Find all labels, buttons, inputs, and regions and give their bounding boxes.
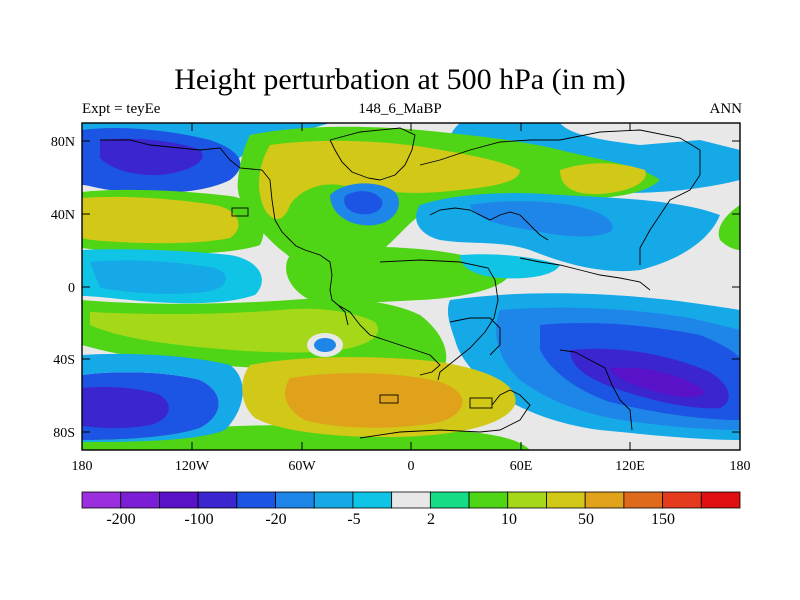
coast-north-america: [100, 139, 349, 326]
lon-tick-label: 120W: [175, 459, 210, 474]
coast-africa: [379, 259, 499, 381]
colorbar-swatch: [468, 491, 509, 509]
coastlines: [100, 127, 701, 439]
coast-antarctica: [359, 389, 531, 439]
colorbar-swatch: [197, 491, 238, 509]
lon-tick-label: 60E: [510, 459, 533, 474]
coast-maritime: [449, 317, 501, 356]
contour-atlantic-low-core: [344, 191, 383, 215]
colorbar: [81, 491, 741, 509]
contour-satl-orange: [285, 373, 463, 428]
lon-tick-label: 180: [72, 459, 93, 474]
experiment-label: Expt = teyEe: [82, 101, 161, 117]
contour-sh-lime: [90, 308, 379, 353]
coast-europe-south: [429, 207, 549, 241]
colorbar-swatch: [584, 491, 625, 509]
coast-island-1: [231, 207, 249, 217]
colorbar-label: 10: [501, 511, 517, 528]
lat-tick-label: 40N: [51, 208, 75, 223]
contour-ural-yellow: [560, 163, 646, 195]
colorbar-labels: -200 -100 -20 -5 2 10 50 150: [106, 511, 675, 528]
coast-island-3: [469, 397, 493, 409]
lat-tick-label: 0: [68, 281, 75, 296]
colorbar-swatch: [662, 491, 702, 509]
colorbar-swatch: [236, 491, 276, 509]
colorbar-swatch: [313, 491, 354, 509]
colorbar-label: -100: [184, 511, 213, 528]
contour-sh-deepest-blue: [610, 367, 705, 398]
colorbar-swatch: [507, 491, 547, 509]
lon-tick-label: 60W: [288, 459, 316, 474]
contour-equatorial-cyan-e: [460, 254, 560, 279]
colorbar-swatch: [546, 491, 586, 509]
colorbar-label: -20: [265, 511, 286, 528]
contour-na-yellow: [258, 140, 520, 220]
lat-axis: [82, 140, 740, 433]
lon-tick-label: 180: [730, 459, 751, 474]
colorbar-swatch: [623, 491, 663, 509]
lon-axis: [191, 123, 631, 450]
period-label: 148_6_MaBP: [358, 101, 442, 117]
contour-hole-samerica-core: [314, 338, 336, 352]
lat-tick-label: 80N: [51, 135, 75, 150]
colorbar-swatch: [275, 491, 315, 509]
contour-eurasia-blue: [470, 201, 613, 237]
coast-australia: [559, 349, 633, 431]
colorbar-swatch: [429, 491, 470, 509]
coast-eurasia-north: [419, 129, 701, 265]
contour-east-edge-green: [718, 205, 740, 250]
colorbar-swatch: [352, 491, 393, 509]
colorbar-swatch: [391, 491, 431, 509]
colorbar-swatch: [81, 491, 122, 509]
lat-tick-labels: 80N 40N 0 40S 80S: [51, 135, 75, 441]
contour-africa-green: [286, 246, 510, 303]
contour-field: [82, 123, 740, 450]
coast-greenland: [329, 127, 416, 181]
colorbar-label: 150: [651, 511, 675, 528]
lon-tick-label: 0: [408, 459, 415, 474]
lat-tick-label: 80S: [53, 426, 75, 441]
colorbar-label: 50: [578, 511, 594, 528]
colorbar-swatch: [159, 491, 199, 509]
contour-sw-cyan-ring: [82, 353, 243, 442]
colorbar-label: -200: [106, 511, 135, 528]
map-title: Height perturbation at 500 hPa (in m): [174, 63, 626, 96]
colorbar-label: -5: [347, 511, 360, 528]
coast-south-america: [337, 304, 441, 376]
lon-tick-label: 120E: [615, 459, 645, 474]
colorbar-swatch: [700, 491, 741, 509]
season-label: ANN: [709, 101, 743, 117]
coast-island-2: [379, 394, 399, 404]
contour-npac-yellow: [82, 196, 239, 244]
lat-tick-label: 40S: [53, 353, 75, 368]
colorbar-label: 2: [427, 511, 435, 528]
colorbar-swatch: [120, 491, 160, 509]
lon-tick-labels: 180 120W 60W 0 60E 120E 180: [72, 459, 751, 474]
contour-tropical-blue: [90, 260, 227, 294]
contour-sw-blue-core: [82, 386, 169, 429]
coast-south-asia: [519, 257, 651, 291]
